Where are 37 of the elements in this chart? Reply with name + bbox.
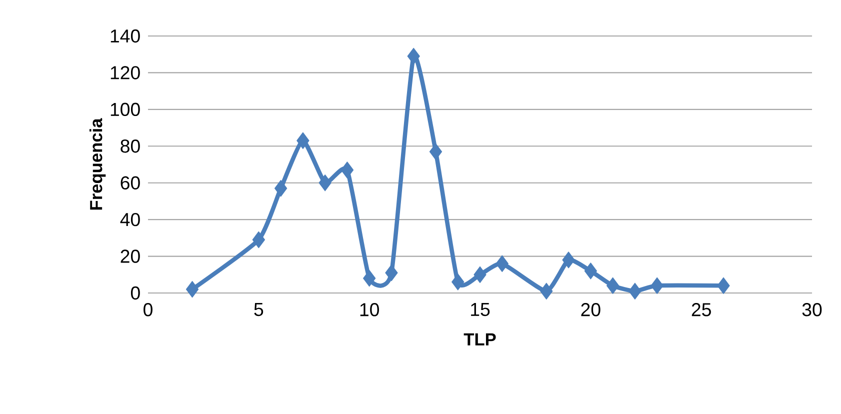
point xyxy=(252,231,266,248)
y-tick-label: 80 xyxy=(120,140,140,153)
point xyxy=(540,282,553,300)
x-tick-label: 25 xyxy=(692,303,711,316)
y-tick-label: 60 xyxy=(120,176,140,190)
y-tick-label: 120 xyxy=(110,66,140,80)
point xyxy=(407,48,420,65)
x-tick-label: 0 xyxy=(144,303,152,316)
point xyxy=(385,264,398,282)
y-tick-label: 100 xyxy=(110,102,140,116)
y-axis-title: Frequencia xyxy=(89,118,106,210)
y-tick-label: 0 xyxy=(130,286,140,300)
point xyxy=(606,277,620,294)
point xyxy=(496,255,508,272)
y-tick-label: 40 xyxy=(120,212,140,226)
point xyxy=(318,174,332,192)
y-tick-label: 20 xyxy=(120,250,140,263)
point xyxy=(340,162,354,178)
point xyxy=(363,270,376,287)
point xyxy=(429,143,442,160)
point xyxy=(452,274,464,290)
point xyxy=(296,132,310,149)
point xyxy=(628,282,642,300)
point xyxy=(186,280,199,298)
point xyxy=(474,266,486,283)
point xyxy=(274,180,288,197)
x-tick-label: 5 xyxy=(254,303,264,316)
x-tick-label: 15 xyxy=(471,303,490,316)
point xyxy=(717,277,730,294)
x-axis-title: TLP xyxy=(464,333,496,346)
point xyxy=(584,262,598,280)
y-tick-label: 140 xyxy=(110,29,140,43)
x-tick-label: 10 xyxy=(360,303,379,316)
point xyxy=(562,252,575,268)
x-tick-label: 20 xyxy=(581,303,600,316)
point xyxy=(650,277,664,294)
x-tick-label: 30 xyxy=(802,303,822,316)
